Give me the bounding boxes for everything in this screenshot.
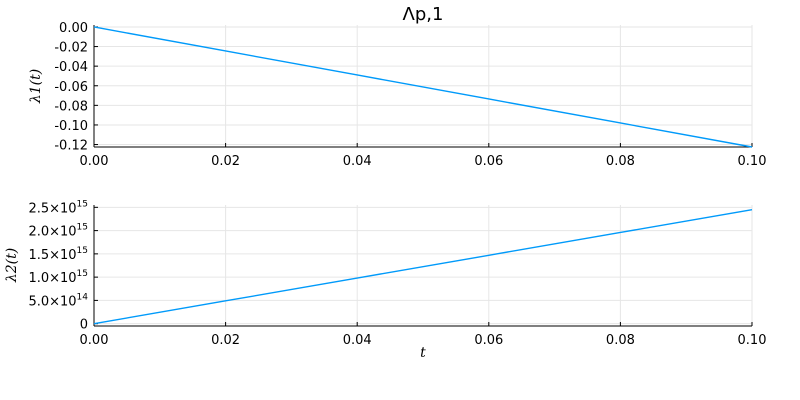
top-subplot: 0.00 0.02 0.04 0.06 0.08 0.10 0.00 -0.02 -0.04 -0… — [28, 21, 766, 169]
y-tick-label: 5.0×1014 — [28, 292, 88, 309]
x-tick-label: 0.06 — [474, 154, 503, 169]
y-tick-mantissa: 1.0×10 — [28, 271, 76, 286]
x-tick-label: 0.08 — [606, 333, 635, 348]
x-tick-label: 0.04 — [343, 333, 372, 348]
y-tick-label: 0.00 — [59, 21, 88, 36]
y-tick-exponent: 15 — [77, 223, 88, 233]
y-axis-label: λ1(t) — [28, 69, 44, 104]
x-tick-label: 0.02 — [211, 333, 240, 348]
x-tick-label: 0.02 — [211, 154, 240, 169]
y-tick-label: 1.0×1015 — [28, 269, 88, 286]
y-tick-mantissa: 2.0×10 — [28, 225, 76, 240]
y-tick-label: -0.10 — [54, 119, 88, 134]
chart-title: Λp,1 — [403, 4, 444, 25]
x-tick-label: 0.06 — [474, 333, 503, 348]
y-tick-exponent: 15 — [77, 269, 88, 279]
y-tick-mantissa: 1.5×10 — [28, 248, 76, 263]
y-axis-label: λ2(t) — [4, 248, 20, 283]
series-line — [93, 208, 753, 325]
y-tick-label: 2.0×1015 — [28, 223, 88, 240]
x-tick-label: 0.10 — [738, 154, 767, 169]
y-tick-exponent: 15 — [77, 199, 88, 209]
x-tick-label: 0.00 — [80, 154, 109, 169]
y-tick-exponent: 15 — [77, 246, 88, 256]
x-tick-label: 0.04 — [343, 154, 372, 169]
y-tick-label: -0.02 — [54, 41, 88, 56]
y-tick-label: 2.5×1015 — [28, 199, 88, 216]
y-tick-mantissa: 2.5×10 — [28, 201, 76, 216]
y-tick-label: -0.04 — [54, 60, 88, 75]
series-line — [93, 26, 753, 148]
y-tick-mantissa: 0 — [80, 318, 88, 333]
y-tick-label: 1.5×1015 — [28, 246, 88, 263]
y-tick-exponent: 14 — [77, 292, 89, 302]
y-tick-label: -0.12 — [54, 139, 88, 154]
x-tick-label: 0.00 — [80, 333, 109, 348]
x-axis-label: t — [420, 345, 426, 361]
bottom-subplot: 0.00 0.02 0.04 0.06 0.08 0.1005.0×10141.0×101… — [4, 199, 766, 361]
y-tick-label: 0 — [80, 318, 88, 333]
y-tick-label: -0.08 — [54, 99, 88, 114]
x-tick-label: 0.10 — [738, 333, 767, 348]
y-tick-mantissa: 5.0×10 — [28, 294, 76, 309]
y-tick-label: -0.06 — [54, 80, 88, 95]
x-tick-label: 0.08 — [606, 154, 635, 169]
